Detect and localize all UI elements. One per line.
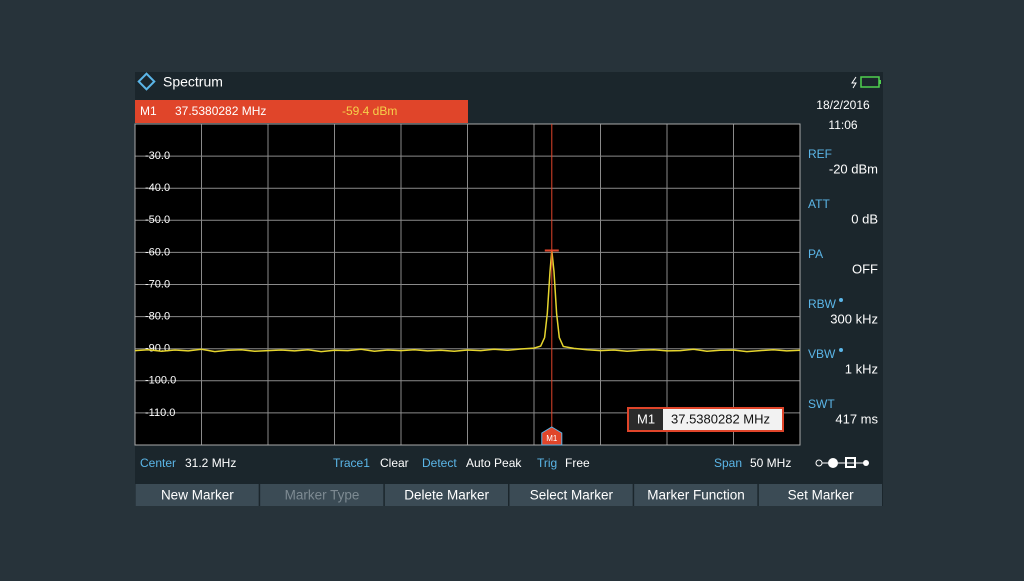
marker-bar-level: -59.4 dBm [342,104,397,118]
softkey-label[interactable]: Marker Function [647,488,745,503]
marker-bar-frequency: 37.5380282 MHz [175,104,266,118]
y-tick-label: -50.0 [145,214,170,226]
y-tick-label: -70.0 [145,278,170,290]
marker-tag [541,426,563,446]
setting-value: -20 dBm [829,161,878,176]
softkey [260,484,384,506]
coupled-indicator [839,298,843,302]
setting-value: 1 kHz [845,361,878,376]
setting-label: ATT [808,197,830,211]
center-value: 31.2 MHz [185,456,236,470]
setting-value: 300 kHz [830,311,878,326]
y-tick-label: -100.0 [145,375,176,387]
marker-bar [135,100,468,123]
setting-value: OFF [852,261,878,276]
trace-label: Trace1 [333,456,370,470]
status-bar [135,450,800,478]
softkey-label[interactable]: Set Marker [788,488,855,503]
setting-label: VBW [808,347,836,361]
trig-value: Free [565,456,590,470]
battery-icon [851,76,881,89]
marker-box-frequency: 37.5380282 MHz [671,411,770,426]
softkey-label[interactable]: Select Marker [530,488,614,503]
softkey-label[interactable]: Delete Marker [404,488,489,503]
connection-icon [815,457,869,468]
softkey[interactable] [509,484,633,506]
softkey[interactable] [634,484,758,506]
coupled-indicator [839,348,843,352]
setting-value: 417 ms [835,411,878,426]
setting-label: RBW [808,297,837,311]
softkey-label[interactable]: New Marker [161,488,234,503]
marker-bar-name: M1 [140,104,157,118]
app-title: Spectrum [163,74,223,90]
y-tick-label: -40.0 [145,182,170,194]
marker-box-value-bg [663,409,782,430]
plot: -30.0 -40.0 -50.0 -60.0 -70.0 -80.0 -90.0 -100.… [134,123,801,446]
center-label: Center [140,456,176,470]
softkey-label: Marker Type [285,488,360,503]
span-value: 50 MHz [750,456,791,470]
detect-label: Detect [422,456,457,470]
date: 18/2/2016 [816,98,870,112]
softkey[interactable] [135,484,259,506]
setting-value: 0 dB [851,211,878,226]
y-tick-label: -60.0 [145,246,170,258]
setting-label: PA [808,247,823,261]
trace [134,250,801,353]
span-label: Span [714,456,742,470]
marker-tag-name: M1 [546,434,558,443]
setting-label: REF [808,147,832,161]
plot-frame [134,123,801,446]
setting-label: SWT [808,397,835,411]
time: 11:06 [828,118,857,132]
y-tick-label: -30.0 [145,150,170,162]
softkey-bar: New Marker Marker Type Delete Marker Select… [135,484,882,506]
softkey[interactable] [758,484,882,506]
trace-value: Clear [380,456,409,470]
y-tick-label: -110.0 [145,407,175,419]
trig-label: Trig [537,456,557,470]
marker-box-name: M1 [637,411,655,426]
app-icon [137,72,156,91]
detect-value: Auto Peak [466,456,522,470]
y-tick-label: -90.0 [145,343,170,355]
softkey[interactable] [384,484,508,506]
y-tick-label: -80.0 [145,311,170,323]
